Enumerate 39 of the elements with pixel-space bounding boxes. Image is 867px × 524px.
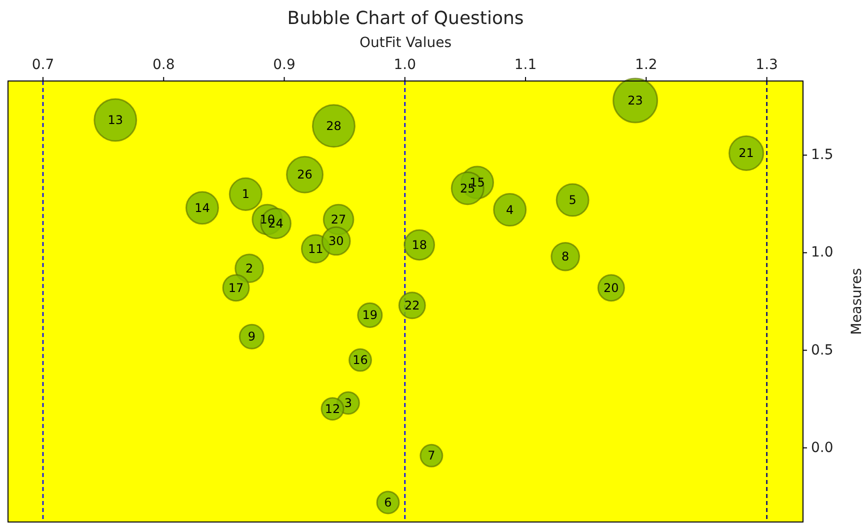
annotation: 6: [384, 495, 392, 510]
annotation: 16: [352, 353, 368, 368]
x-tick-label: 0.9: [273, 57, 296, 73]
y-tick-label: 0.0: [811, 440, 834, 456]
y-tick-label: 0.5: [811, 342, 834, 358]
annotation: 30: [328, 234, 344, 248]
x-tick-label: 1.1: [514, 57, 537, 73]
annotation: 3: [344, 396, 352, 410]
x-tick-label: 1.2: [635, 57, 658, 73]
annotation: 19: [362, 308, 378, 322]
y-tick-label: 1.0: [811, 244, 834, 261]
y-tick-label: 1.5: [811, 147, 834, 164]
annotation: 12: [324, 402, 340, 416]
annotation: 27: [330, 212, 346, 227]
y-axis-title: Measures: [849, 268, 865, 335]
annotation: 20: [604, 280, 619, 295]
x-tick-label: 0.8: [152, 57, 175, 73]
annotation: 1: [242, 187, 250, 202]
annotation: 7: [428, 448, 436, 463]
x-tick-label: 0.7: [32, 57, 54, 73]
annotation: 26: [297, 168, 312, 182]
annotation: 18: [412, 238, 428, 252]
annotation: 13: [108, 113, 124, 128]
chart-title: Bubble Chart of Questions: [287, 8, 524, 29]
x-tick-label: 1.0: [394, 57, 416, 73]
annotation: 2: [245, 261, 254, 276]
x-axis-title: OutFit Values: [360, 35, 452, 51]
annotation: 14: [194, 200, 210, 215]
annotation: 5: [568, 193, 576, 208]
annotation: 23: [628, 94, 643, 108]
annotation: 17: [228, 280, 244, 295]
annotation: 4: [506, 202, 514, 217]
x-tick-label: 1.3: [756, 57, 778, 73]
annotation: 28: [326, 118, 342, 133]
annotation: 11: [308, 242, 324, 256]
annotation: 8: [562, 250, 570, 264]
annotation: 22: [404, 298, 420, 312]
annotation: 21: [738, 146, 754, 160]
annotation: 9: [248, 330, 256, 344]
